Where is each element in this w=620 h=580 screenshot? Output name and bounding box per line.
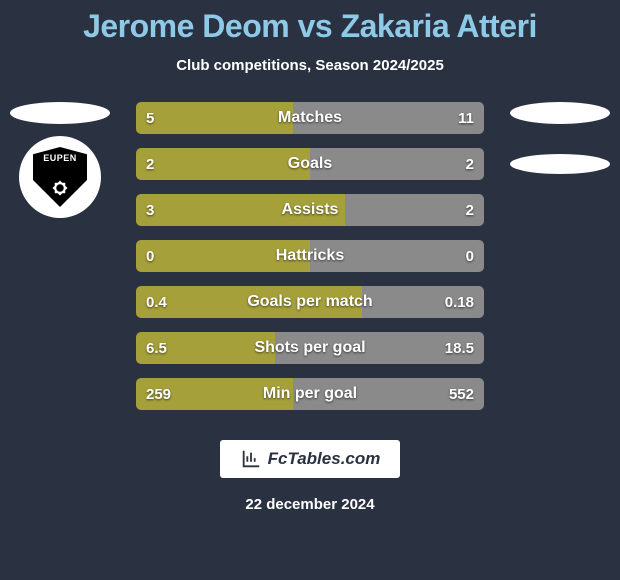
stat-value-left: 0 xyxy=(146,240,154,272)
stat-value-left: 2 xyxy=(146,148,154,180)
club-badge-right-placeholder xyxy=(510,154,610,174)
stat-value-right: 0.18 xyxy=(445,286,474,318)
player-right-photo-placeholder xyxy=(510,102,610,124)
stat-label: Matches xyxy=(136,102,484,134)
source-logo: FcTables.com xyxy=(220,440,400,478)
club-badge-text: EUPEN xyxy=(43,153,77,163)
stat-value-left: 5 xyxy=(146,102,154,134)
player-left-photo-placeholder xyxy=(10,102,110,124)
stat-bar-row: Min per goal259 552 xyxy=(136,378,484,410)
stat-label: Assists xyxy=(136,194,484,226)
season-subtitle: Club competitions, Season 2024/2025 xyxy=(0,57,620,74)
stat-bar-row: Shots per goal6.5 18.5 xyxy=(136,332,484,364)
stat-bar-row: Matches5 11 xyxy=(136,102,484,134)
stat-value-left: 259 xyxy=(146,378,171,410)
stat-value-right: 552 xyxy=(449,378,474,410)
stat-bar-row: Hattricks0 0 xyxy=(136,240,484,272)
generation-date: 22 december 2024 xyxy=(0,496,620,513)
stat-value-left: 3 xyxy=(146,194,154,226)
stat-bar-row: Goals2 2 xyxy=(136,148,484,180)
stat-value-left: 0.4 xyxy=(146,286,167,318)
club-badge-left: EUPEN xyxy=(19,136,101,218)
player-left-column: EUPEN xyxy=(0,102,120,218)
stat-label: Goals xyxy=(136,148,484,180)
player-right-column xyxy=(500,102,620,174)
stat-value-right: 11 xyxy=(458,102,474,134)
stat-label: Goals per match xyxy=(136,286,484,318)
chart-icon xyxy=(240,448,262,470)
stat-label: Hattricks xyxy=(136,240,484,272)
stat-value-right: 2 xyxy=(466,148,474,180)
stat-label: Min per goal xyxy=(136,378,484,410)
stat-label: Shots per goal xyxy=(136,332,484,364)
comparison-content: EUPEN Matches511Goals22Assists32Hattrick… xyxy=(0,102,620,422)
crest-icon xyxy=(51,179,69,197)
stat-bar-row: Assists3 2 xyxy=(136,194,484,226)
comparison-title: Jerome Deom vs Zakaria Atteri xyxy=(0,0,620,45)
stat-bar-row: Goals per match0.4 0.18 xyxy=(136,286,484,318)
source-logo-text: FcTables.com xyxy=(268,449,381,469)
stat-value-right: 18.5 xyxy=(445,332,474,364)
stat-value-right: 0 xyxy=(466,240,474,272)
stat-value-right: 2 xyxy=(466,194,474,226)
stat-value-left: 6.5 xyxy=(146,332,167,364)
stat-bars-container: Matches511Goals22Assists32Hattricks00Goa… xyxy=(136,102,484,424)
